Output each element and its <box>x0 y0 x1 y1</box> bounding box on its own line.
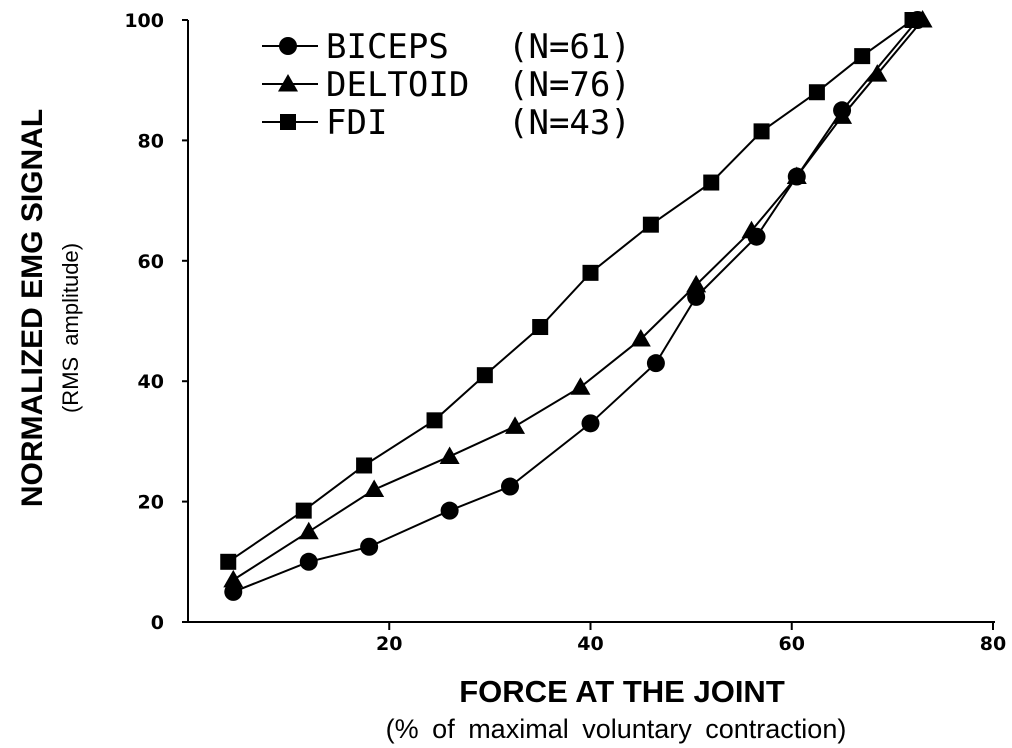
data-point-deltoid <box>223 569 244 588</box>
data-point-biceps <box>687 287 706 306</box>
data-point-fdi <box>426 412 443 429</box>
data-point-biceps <box>581 414 600 433</box>
data-point-fdi <box>476 367 493 384</box>
data-point-deltoid <box>505 416 526 434</box>
legend-entry-fdi: FDI (N=43) <box>262 103 631 143</box>
series-layer <box>220 10 933 601</box>
series-deltoid <box>223 10 933 588</box>
y-tick-label: 40 <box>138 371 164 393</box>
x-tick-label: 80 <box>980 633 1006 655</box>
x-axis-sublabel: (% of maximal voluntary contraction) <box>386 714 847 744</box>
data-point-fdi <box>295 502 312 519</box>
data-point-deltoid <box>686 274 707 293</box>
legend-label: FDI <box>326 103 387 143</box>
data-point-biceps <box>360 537 379 556</box>
series-fdi <box>220 12 921 570</box>
legend-entry-biceps: BICEPS (N=61) <box>262 27 631 67</box>
y-axis-sublabel: (RMS amplitude) <box>58 243 83 413</box>
y-tick-label: 60 <box>138 251 164 273</box>
legend-marker-biceps <box>279 37 297 55</box>
legend-count: (N=76) <box>508 65 631 105</box>
legend-marker-fdi <box>280 114 296 130</box>
data-point-deltoid <box>832 106 853 124</box>
x-tick-label: 40 <box>577 633 603 655</box>
data-point-deltoid <box>364 479 385 498</box>
legend-count: (N=43) <box>508 103 631 143</box>
legend-entry-deltoid: DELTOID (N=76) <box>262 65 631 105</box>
data-point-biceps <box>224 582 243 601</box>
y-tick-label: 80 <box>138 130 164 152</box>
y-tick-label: 100 <box>124 10 164 32</box>
data-point-biceps <box>646 354 665 373</box>
y-tick-label: 0 <box>151 612 164 634</box>
legend-count: (N=61) <box>508 27 631 67</box>
data-point-fdi <box>220 553 237 570</box>
x-ticks: 20 40 60 80 <box>376 622 1006 655</box>
y-axis-label: NORMALIZED EMG SIGNAL <box>16 109 49 507</box>
x-tick-label: 60 <box>779 633 805 655</box>
data-point-biceps <box>440 501 459 520</box>
data-point-deltoid <box>867 64 888 82</box>
x-axis-label: FORCE AT THE JOINT <box>459 674 785 709</box>
data-point-biceps <box>299 552 318 571</box>
data-point-deltoid <box>741 220 762 239</box>
data-point-deltoid <box>298 521 319 540</box>
legend: BICEPS (N=61) DELTOID (N=76) FDI (N=43) <box>262 27 631 143</box>
data-point-fdi <box>904 12 921 28</box>
data-point-biceps <box>501 477 519 496</box>
x-tick-label: 20 <box>376 633 402 655</box>
legend-label: DELTOID <box>326 65 469 105</box>
data-point-deltoid <box>786 166 807 185</box>
data-point-fdi <box>854 48 871 65</box>
data-point-deltoid <box>630 329 651 347</box>
data-point-deltoid <box>439 446 460 464</box>
data-point-fdi <box>582 264 599 281</box>
data-point-fdi <box>532 319 549 336</box>
y-tick-label: 20 <box>138 492 164 514</box>
data-point-fdi <box>356 457 373 474</box>
data-point-fdi <box>642 216 659 233</box>
data-point-fdi <box>808 84 825 101</box>
data-point-fdi <box>703 174 720 191</box>
data-point-deltoid <box>570 377 591 395</box>
legend-label: BICEPS <box>326 27 449 67</box>
y-ticks: 0 20 40 60 80 100 <box>124 10 188 634</box>
data-point-fdi <box>753 123 770 140</box>
legend-marker-deltoid <box>278 74 298 92</box>
